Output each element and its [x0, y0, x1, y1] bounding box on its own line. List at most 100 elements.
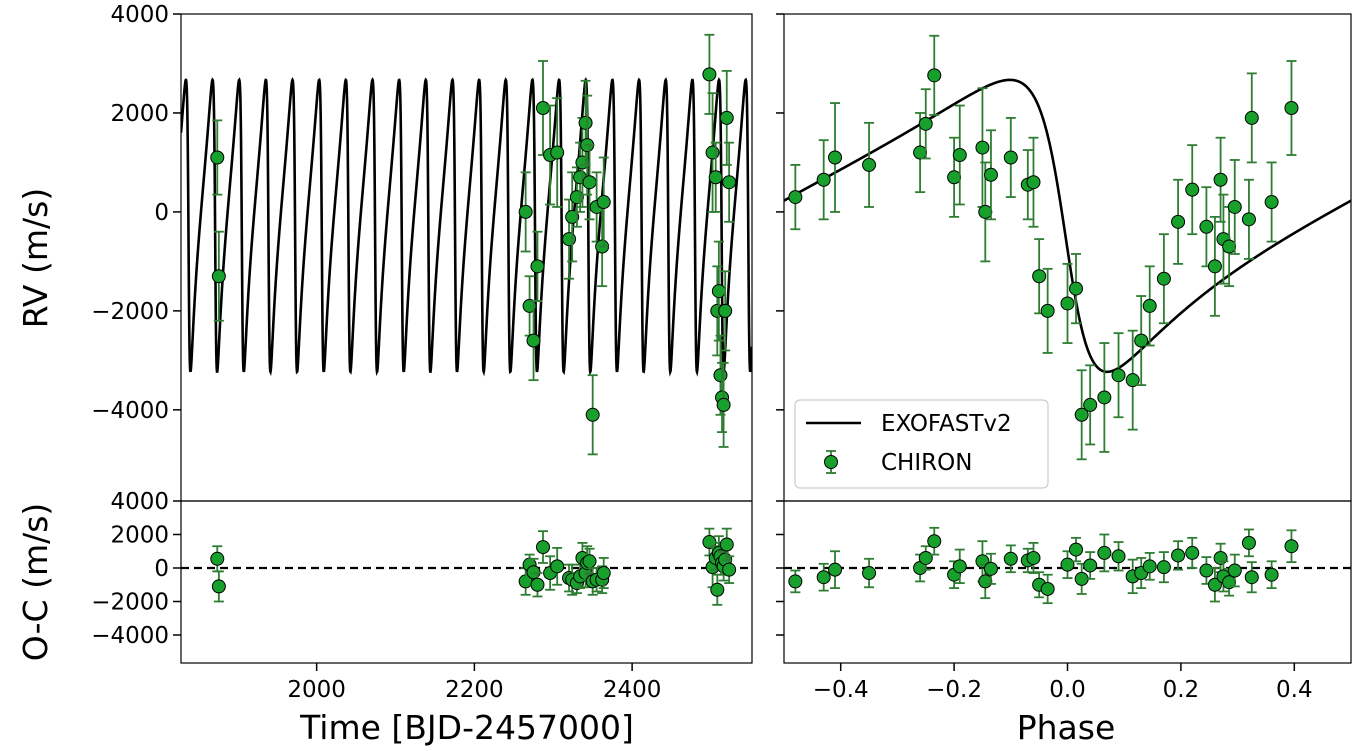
legend: EXOFASTv2 CHIRON — [794, 399, 1049, 489]
data-point — [1142, 298, 1157, 313]
data-point — [978, 574, 993, 589]
data-point — [1156, 560, 1171, 575]
x-tick-label: 0.0 — [1049, 677, 1086, 703]
data-point — [927, 68, 942, 83]
data-point — [1284, 101, 1299, 116]
data-point — [1244, 110, 1259, 125]
data-point — [978, 204, 993, 219]
data-point — [1040, 581, 1055, 596]
data-point — [578, 115, 593, 130]
data-point — [708, 170, 723, 185]
data-point — [211, 579, 226, 594]
data-point — [518, 204, 533, 219]
data-point — [927, 534, 942, 549]
data-point — [1227, 563, 1242, 578]
data-point — [828, 150, 843, 165]
data-point — [565, 209, 580, 224]
data-point — [1074, 407, 1089, 422]
y-tick-label: −4000 — [91, 623, 169, 649]
data-point — [719, 110, 734, 125]
data-point — [582, 554, 597, 569]
data-point — [1241, 212, 1256, 227]
x-tick-label: 0.4 — [1276, 677, 1313, 703]
series-chiron — [788, 526, 1299, 605]
y-tick-label: −2000 — [91, 299, 169, 325]
data-point — [530, 259, 545, 274]
data-point — [716, 397, 731, 412]
x-tick-label: 0.2 — [1163, 677, 1200, 703]
data-point — [711, 284, 726, 299]
data-point — [952, 559, 967, 574]
data-point — [1003, 150, 1018, 165]
data-point — [536, 101, 551, 116]
data-point — [816, 172, 831, 187]
data-point — [1199, 219, 1214, 234]
data-point — [1264, 195, 1279, 210]
data-point — [1222, 239, 1237, 254]
x-tick-label: −0.4 — [813, 677, 869, 703]
data-point — [1264, 567, 1279, 582]
data-point — [1199, 563, 1214, 578]
x-tick-label: −0.2 — [926, 677, 982, 703]
data-point — [1241, 535, 1256, 550]
panel-oc-time: −4000 −2000 0 2000 4000 2000 2200 2400 — [91, 489, 753, 703]
data-point — [719, 537, 734, 552]
data-point — [1156, 271, 1171, 286]
y-tick-label: 4000 — [110, 2, 169, 28]
data-point — [913, 145, 928, 160]
data-point — [1097, 390, 1112, 405]
legend-label-model: EXOFASTv2 — [881, 411, 1012, 437]
data-point — [550, 559, 565, 574]
data-point — [983, 561, 998, 576]
data-point — [952, 148, 967, 163]
data-point — [1213, 550, 1228, 565]
phase-xlabel: Phase — [1017, 708, 1116, 747]
data-point — [210, 551, 225, 566]
data-point — [828, 562, 843, 577]
data-point — [582, 175, 597, 190]
x-tick-label: 2000 — [287, 677, 346, 703]
series-chiron — [210, 527, 737, 606]
axes-frame — [180, 500, 753, 664]
data-point — [975, 140, 990, 155]
data-point — [1069, 542, 1084, 557]
data-point — [1083, 558, 1098, 573]
data-point — [1185, 545, 1200, 560]
data-point — [536, 540, 551, 555]
y-tick-label: 2000 — [110, 523, 169, 549]
model-curve-time — [181, 76, 752, 377]
data-point — [562, 232, 577, 247]
series-chiron — [788, 34, 1299, 461]
data-point — [1097, 545, 1112, 560]
data-point — [983, 167, 998, 182]
data-point — [1171, 548, 1186, 563]
panel-rv-time: −4000 −2000 0 2000 4000 — [91, 2, 753, 502]
data-point — [1111, 549, 1126, 564]
data-point — [947, 170, 962, 185]
data-point — [1026, 550, 1041, 565]
y-tick-label: 0 — [154, 200, 169, 226]
data-point — [722, 175, 737, 190]
data-point — [526, 333, 541, 348]
data-point — [1003, 551, 1018, 566]
y-tick-label: 0 — [154, 556, 169, 582]
data-point — [862, 566, 877, 581]
oc-ylabel: O-C (m/s) — [16, 503, 55, 662]
data-point — [862, 157, 877, 172]
panel-oc-phase: −0.4 −0.2 0.0 0.2 0.4 — [776, 500, 1352, 703]
data-point — [1125, 373, 1140, 388]
model-curve-phase — [784, 78, 1351, 374]
y-tick-label: 4000 — [110, 489, 169, 515]
data-point — [710, 582, 725, 597]
data-point — [1060, 296, 1075, 311]
data-point — [816, 570, 831, 585]
data-point — [569, 190, 584, 205]
y-tick-label: −2000 — [91, 590, 169, 616]
data-point — [211, 269, 226, 284]
data-point — [1060, 557, 1075, 572]
data-point — [1207, 259, 1222, 274]
rv-ylabel: RV (m/s) — [16, 188, 55, 328]
data-point — [1069, 281, 1084, 296]
x-tick-label: 2200 — [445, 677, 504, 703]
